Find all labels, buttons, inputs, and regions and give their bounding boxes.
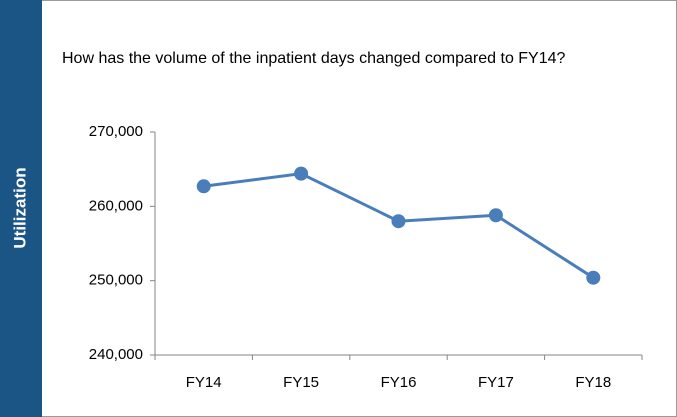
y-tick-label: 260,000 (89, 197, 143, 214)
marker (196, 179, 211, 194)
sidebar-label: Utilization (10, 167, 29, 248)
x-tick-label: FY17 (478, 374, 514, 391)
x-tick-label: FY14 (186, 374, 222, 391)
x-tick-label: FY15 (283, 374, 319, 391)
marker (294, 166, 309, 181)
x-tick-label: FY16 (381, 374, 417, 391)
y-tick-label: 250,000 (89, 272, 143, 289)
marker (391, 214, 406, 229)
y-tick-label: 240,000 (89, 346, 143, 363)
chart-title: How has the volume of the inpatient days… (62, 50, 566, 67)
y-tick-label: 270,000 (89, 123, 143, 140)
sidebar (0, 0, 42, 417)
x-tick-label: FY18 (575, 374, 611, 391)
marker (488, 208, 503, 223)
marker (586, 270, 601, 285)
